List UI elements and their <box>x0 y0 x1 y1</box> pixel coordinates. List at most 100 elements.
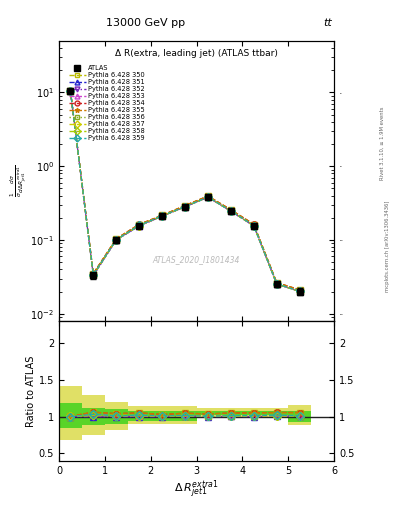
Text: tt: tt <box>323 18 332 28</box>
Bar <box>151 406 174 424</box>
Bar <box>265 412 288 415</box>
Bar <box>265 408 288 418</box>
Pythia 6.428 351 <box>298 288 302 294</box>
Pythia 6.428 358 <box>137 222 141 228</box>
Line: Pythia 6.428 357: Pythia 6.428 357 <box>68 88 303 294</box>
Pythia 6.428 359 <box>183 203 187 209</box>
Bar <box>242 408 265 418</box>
Pythia 6.428 356 <box>68 88 73 94</box>
Bar <box>105 409 128 424</box>
Pythia 6.428 357 <box>183 204 187 210</box>
Pythia 6.428 352 <box>91 272 96 279</box>
Pythia 6.428 351 <box>206 194 210 200</box>
Pythia 6.428 355 <box>252 221 256 227</box>
Pythia 6.428 353 <box>91 271 96 278</box>
Bar <box>105 402 128 430</box>
Line: Pythia 6.428 356: Pythia 6.428 356 <box>68 88 303 294</box>
Pythia 6.428 351 <box>229 208 233 214</box>
Y-axis label: $\frac{1}{\sigma}\frac{d\sigma}{d\Delta R_{jet1}^{extra1}}$: $\frac{1}{\sigma}\frac{d\sigma}{d\Delta … <box>9 164 29 197</box>
Pythia 6.428 356 <box>183 203 187 209</box>
Pythia 6.428 352 <box>252 223 256 229</box>
Pythia 6.428 353 <box>298 288 302 294</box>
Pythia 6.428 350 <box>68 88 73 94</box>
Pythia 6.428 351 <box>68 88 73 94</box>
Pythia 6.428 350 <box>183 203 187 209</box>
Pythia 6.428 353 <box>252 223 256 229</box>
Pythia 6.428 351 <box>160 213 165 219</box>
Pythia 6.428 358 <box>114 237 119 243</box>
Y-axis label: Ratio to ATLAS: Ratio to ATLAS <box>26 355 36 426</box>
Pythia 6.428 355 <box>298 287 302 293</box>
Pythia 6.428 355 <box>137 221 141 227</box>
Pythia 6.428 358 <box>91 272 96 278</box>
Text: Rivet 3.1.10, ≥ 1.9M events: Rivet 3.1.10, ≥ 1.9M events <box>380 106 384 180</box>
Pythia 6.428 353 <box>274 281 279 287</box>
Pythia 6.428 352 <box>206 194 210 200</box>
Legend: ATLAS, Pythia 6.428 350, Pythia 6.428 351, Pythia 6.428 352, Pythia 6.428 353, P: ATLAS, Pythia 6.428 350, Pythia 6.428 35… <box>66 62 148 144</box>
Pythia 6.428 359 <box>252 222 256 228</box>
Line: Pythia 6.428 352: Pythia 6.428 352 <box>68 88 303 294</box>
Pythia 6.428 354 <box>137 221 141 227</box>
Pythia 6.428 358 <box>183 204 187 210</box>
Bar <box>288 412 311 422</box>
Pythia 6.428 350 <box>274 280 279 286</box>
Pythia 6.428 351 <box>91 272 96 279</box>
Pythia 6.428 356 <box>229 208 233 214</box>
Bar <box>174 406 196 424</box>
Pythia 6.428 352 <box>114 237 119 243</box>
Bar <box>196 408 219 418</box>
Line: Pythia 6.428 359: Pythia 6.428 359 <box>68 88 303 294</box>
Pythia 6.428 352 <box>160 213 165 219</box>
Pythia 6.428 357 <box>274 281 279 287</box>
Pythia 6.428 355 <box>68 88 73 94</box>
Pythia 6.428 352 <box>183 204 187 210</box>
Pythia 6.428 359 <box>274 281 279 287</box>
Bar <box>82 395 105 435</box>
Pythia 6.428 352 <box>274 281 279 287</box>
Pythia 6.428 359 <box>298 288 302 294</box>
Pythia 6.428 351 <box>183 204 187 210</box>
Pythia 6.428 352 <box>298 288 302 294</box>
Bar <box>288 405 311 425</box>
Line: Pythia 6.428 354: Pythia 6.428 354 <box>68 88 303 292</box>
Pythia 6.428 356 <box>137 222 141 228</box>
Pythia 6.428 353 <box>206 194 210 200</box>
Bar <box>196 412 219 415</box>
Pythia 6.428 350 <box>160 212 165 219</box>
Bar <box>82 408 105 425</box>
Pythia 6.428 357 <box>206 194 210 200</box>
Pythia 6.428 354 <box>114 236 119 242</box>
Pythia 6.428 354 <box>229 207 233 213</box>
Pythia 6.428 350 <box>298 287 302 293</box>
Pythia 6.428 355 <box>229 207 233 213</box>
Bar <box>128 406 151 424</box>
Bar <box>242 412 265 415</box>
Line: Pythia 6.428 358: Pythia 6.428 358 <box>68 88 303 294</box>
Pythia 6.428 358 <box>229 208 233 214</box>
Pythia 6.428 352 <box>68 88 73 94</box>
Pythia 6.428 359 <box>229 208 233 214</box>
Text: ATLAS_2020_I1801434: ATLAS_2020_I1801434 <box>153 255 240 264</box>
X-axis label: $\Delta\,R_{jet1}^{extra1}$: $\Delta\,R_{jet1}^{extra1}$ <box>174 478 219 501</box>
Pythia 6.428 359 <box>91 271 96 278</box>
Pythia 6.428 353 <box>137 222 141 228</box>
Pythia 6.428 356 <box>91 271 96 278</box>
Line: Pythia 6.428 351: Pythia 6.428 351 <box>68 88 303 294</box>
Pythia 6.428 350 <box>206 193 210 199</box>
Pythia 6.428 355 <box>274 280 279 286</box>
Pythia 6.428 354 <box>68 88 73 94</box>
Pythia 6.428 354 <box>183 202 187 208</box>
Bar <box>151 412 174 421</box>
Pythia 6.428 359 <box>160 213 165 219</box>
Pythia 6.428 356 <box>252 222 256 228</box>
Pythia 6.428 354 <box>91 270 96 276</box>
Pythia 6.428 350 <box>137 222 141 228</box>
Pythia 6.428 359 <box>114 237 119 243</box>
Pythia 6.428 357 <box>114 237 119 243</box>
Bar <box>59 403 82 429</box>
Pythia 6.428 358 <box>68 88 73 94</box>
Pythia 6.428 357 <box>252 223 256 229</box>
Pythia 6.428 350 <box>91 270 96 276</box>
Pythia 6.428 358 <box>298 288 302 294</box>
Pythia 6.428 356 <box>160 213 165 219</box>
